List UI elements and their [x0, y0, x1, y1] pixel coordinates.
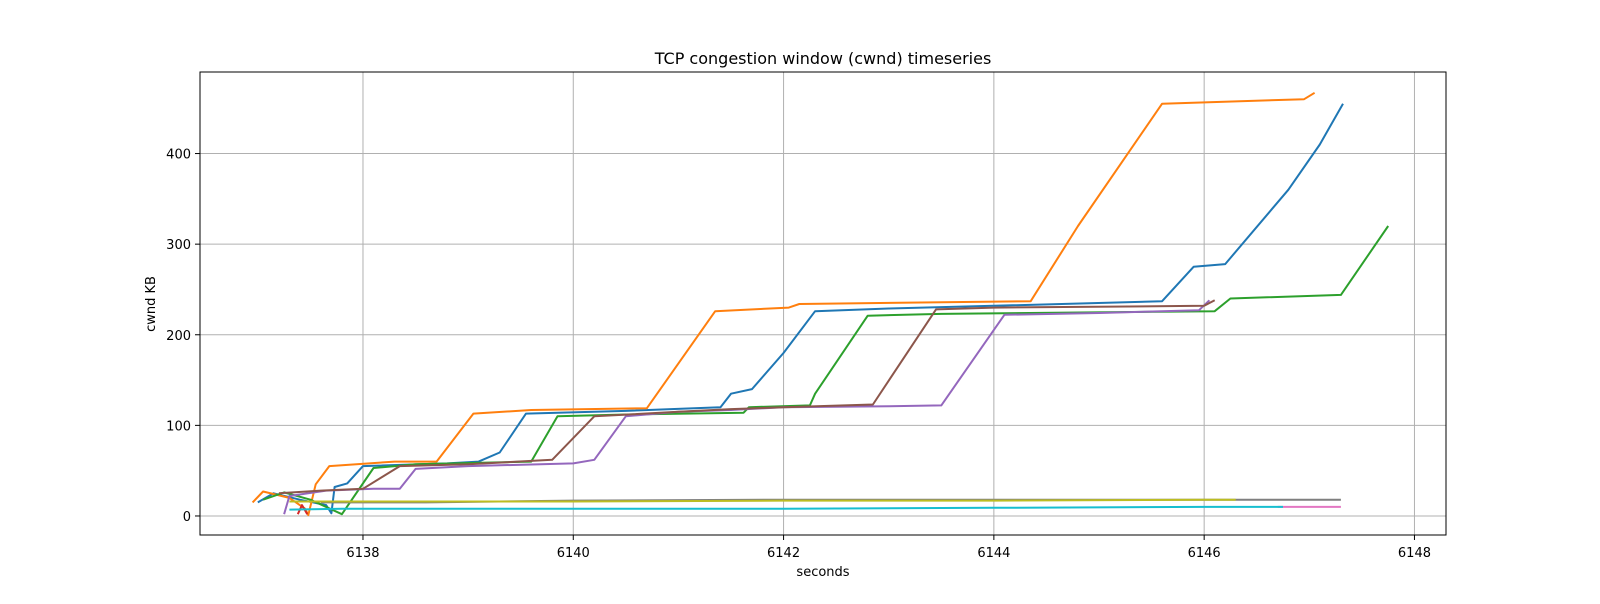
series-line-3: [296, 504, 309, 515]
x-tick-label-1: 6140: [557, 546, 590, 561]
series-line-0: [257, 103, 1344, 515]
y-axis-ticks: 0 100 200 300 400: [166, 148, 200, 525]
y-tick-label-1: 100: [166, 419, 191, 434]
x-tick-label-0: 6138: [346, 546, 379, 561]
series-line-5: [278, 299, 1216, 495]
x-tick-label-2: 6142: [767, 546, 800, 561]
plot-area-frame: [199, 71, 1447, 536]
x-tick-label-5: 6148: [1398, 546, 1431, 561]
series-lines: [251, 91, 1390, 517]
x-axis-label: seconds: [796, 565, 849, 580]
series-line-9: [289, 505, 1283, 511]
series-line-2: [262, 225, 1390, 516]
chart-title: TCP congestion window (cwnd) timeseries: [654, 49, 992, 68]
x-tick-label-4: 6146: [1188, 546, 1221, 561]
y-tick-label-4: 400: [166, 148, 191, 163]
y-tick-label-2: 200: [166, 329, 191, 344]
grid: [200, 72, 1446, 535]
series-line-4: [283, 299, 1211, 515]
x-tick-label-3: 6144: [977, 546, 1010, 561]
y-tick-label-0: 0: [183, 510, 191, 525]
x-axis-ticks: 6138 6140 6142 6144 6146 6148: [346, 535, 1431, 561]
series-line-8: [289, 498, 1236, 503]
y-axis-label: cwnd KB: [144, 276, 159, 332]
y-tick-label-3: 300: [166, 238, 191, 253]
